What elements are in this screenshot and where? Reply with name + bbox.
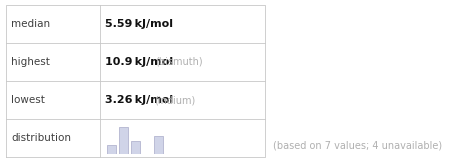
Text: 10.9 kJ/mol: 10.9 kJ/mol	[105, 57, 173, 67]
Text: lowest: lowest	[11, 95, 45, 105]
Text: distribution: distribution	[11, 133, 72, 143]
Text: median: median	[11, 19, 51, 29]
Text: (bismuth): (bismuth)	[155, 57, 202, 67]
Bar	[155, 136, 163, 154]
Text: 3.26 kJ/mol: 3.26 kJ/mol	[105, 95, 173, 105]
Bar	[131, 141, 139, 154]
Bar	[107, 145, 116, 154]
Bar	[119, 127, 128, 154]
Text: highest: highest	[11, 57, 50, 67]
Text: (indium): (indium)	[154, 95, 195, 105]
Text: 5.59 kJ/mol: 5.59 kJ/mol	[105, 19, 173, 29]
Text: (based on 7 values; 4 unavailable): (based on 7 values; 4 unavailable)	[273, 141, 442, 151]
